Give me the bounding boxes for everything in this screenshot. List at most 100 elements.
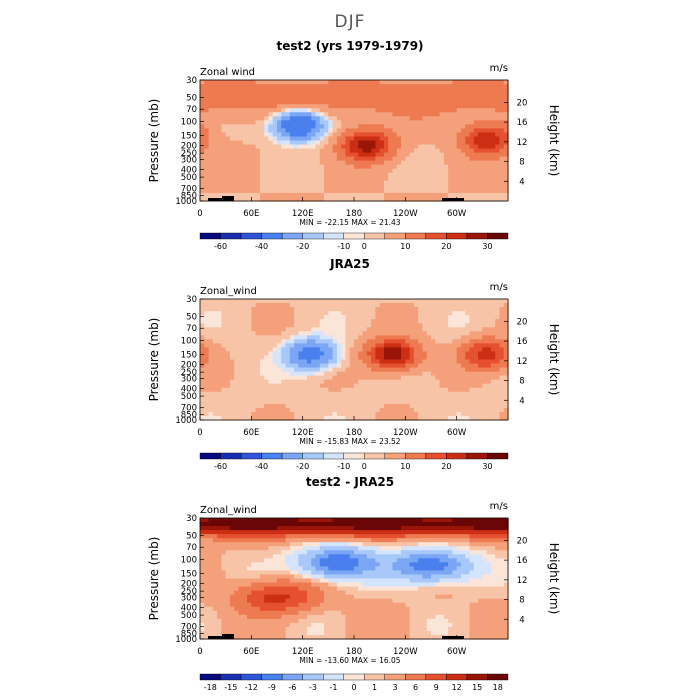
field-cell — [281, 96, 287, 101]
colorbar-swatch — [281, 232, 303, 240]
field-cell — [298, 518, 304, 523]
field-cell — [277, 96, 282, 101]
field-cell — [418, 399, 424, 405]
field-cell — [229, 395, 235, 401]
field-cell — [358, 168, 364, 174]
field-cell — [225, 395, 231, 401]
field-cell — [473, 180, 479, 186]
field-cell — [281, 411, 287, 417]
field-cell — [418, 530, 424, 535]
field-cell — [465, 383, 471, 389]
field-cell — [212, 80, 218, 85]
field-cell — [306, 391, 312, 397]
field-cell — [486, 399, 492, 405]
field-cell — [247, 399, 252, 405]
field-cell — [383, 100, 389, 105]
field-cell — [495, 307, 501, 312]
field-cell — [251, 84, 257, 89]
field-cell — [289, 184, 295, 190]
field-cell — [426, 176, 432, 182]
y-axis-right-title: Height (km) — [547, 324, 561, 395]
field-cell — [302, 311, 308, 316]
field-cell — [490, 104, 496, 109]
field-cell — [431, 319, 436, 324]
field-cell — [341, 128, 347, 134]
field-cell — [204, 343, 210, 348]
field-cell — [426, 518, 432, 523]
field-cell — [482, 538, 488, 543]
field-cell — [259, 351, 265, 357]
field-cell — [319, 411, 325, 417]
field-cell — [482, 403, 488, 409]
field-cell — [268, 311, 274, 316]
field-cell — [396, 180, 402, 186]
field-cell — [413, 383, 419, 389]
field-cell — [221, 180, 227, 186]
field-cell — [204, 327, 210, 332]
field-cell — [204, 88, 210, 93]
field-cell — [431, 538, 436, 543]
field-cell — [401, 383, 406, 389]
field-cell — [221, 120, 227, 125]
field-cell — [255, 526, 261, 531]
field-cell — [229, 343, 235, 348]
field-cell — [452, 522, 458, 527]
field-cell — [302, 96, 308, 101]
field-cell — [422, 152, 428, 158]
field-cell — [302, 363, 308, 369]
field-cell — [392, 311, 398, 316]
field-cell — [332, 347, 338, 353]
field-cell — [345, 168, 351, 174]
field-cell — [315, 100, 321, 105]
field-cell — [443, 148, 449, 154]
field-cell — [431, 172, 436, 178]
field-cell — [336, 538, 342, 543]
field-cell — [315, 120, 321, 125]
field-cell — [490, 116, 496, 121]
field-cell — [435, 355, 441, 361]
field-cell — [200, 124, 205, 129]
field-cell — [217, 92, 222, 97]
field-cell — [358, 96, 364, 101]
field-cell — [324, 192, 329, 198]
field-cell — [503, 164, 509, 170]
field-cell — [247, 160, 252, 166]
field-cell — [371, 403, 376, 409]
field-cell — [319, 311, 325, 316]
field-cell — [443, 351, 449, 357]
field-cell — [341, 112, 347, 117]
field-cell — [388, 96, 394, 101]
field-cell — [452, 363, 458, 369]
field-cell — [499, 542, 505, 547]
field-cell — [298, 339, 304, 344]
units-label: m/s — [490, 282, 508, 293]
field-cell — [418, 542, 424, 547]
field-cell — [371, 192, 376, 198]
field-cell — [469, 407, 475, 413]
field-cell — [200, 100, 205, 105]
field-cell — [319, 343, 325, 348]
field-cell — [259, 315, 265, 320]
field-cell — [366, 96, 372, 101]
field-cell — [413, 339, 419, 344]
field-cell — [448, 335, 453, 340]
field-cell — [264, 351, 270, 357]
field-cell — [336, 327, 342, 332]
field-cell — [324, 530, 329, 535]
field-cell — [319, 303, 325, 308]
field-cell — [452, 112, 458, 117]
field-cell — [234, 534, 240, 539]
field-cell — [460, 188, 466, 194]
field-cell — [482, 148, 488, 154]
field-cell — [242, 88, 248, 93]
field-cell — [392, 323, 398, 328]
field-cell — [349, 124, 355, 129]
field-cell — [460, 379, 466, 385]
field-cell — [482, 112, 488, 117]
field-cell — [490, 379, 496, 385]
field-cell — [328, 399, 334, 405]
field-cell — [383, 192, 389, 198]
field-cell — [268, 100, 274, 105]
field-cell — [405, 184, 411, 190]
field-cell — [204, 180, 210, 186]
